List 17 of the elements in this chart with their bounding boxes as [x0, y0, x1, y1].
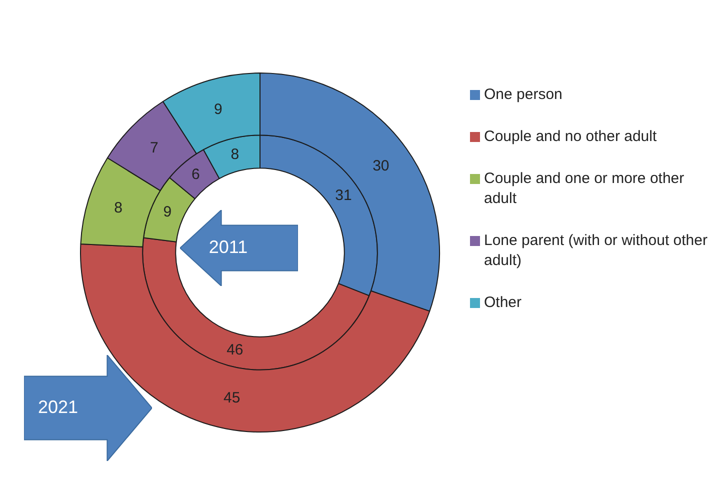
legend-label: Couple and one or more other adult	[484, 169, 686, 209]
slice-label: 2011	[208, 237, 248, 258]
data-label: 8	[230, 146, 240, 163]
data-label: 30	[372, 158, 390, 175]
data-label: 46	[226, 341, 244, 358]
data-label: 9	[163, 204, 172, 221]
legend-label: Other	[484, 293, 522, 313]
legend-label: Lone parent (with or without other adult)	[484, 231, 708, 271]
legend-label: Couple and no other adult	[484, 127, 657, 147]
data-label: 7	[150, 140, 158, 157]
data-label: 31	[335, 186, 352, 204]
data-label: 6	[192, 166, 200, 183]
data-label: 45	[224, 389, 240, 406]
slice-label: 2021	[38, 397, 78, 418]
data-label: 8	[114, 200, 122, 217]
data-label: 9	[214, 101, 222, 118]
legend-label: One person	[484, 85, 562, 105]
